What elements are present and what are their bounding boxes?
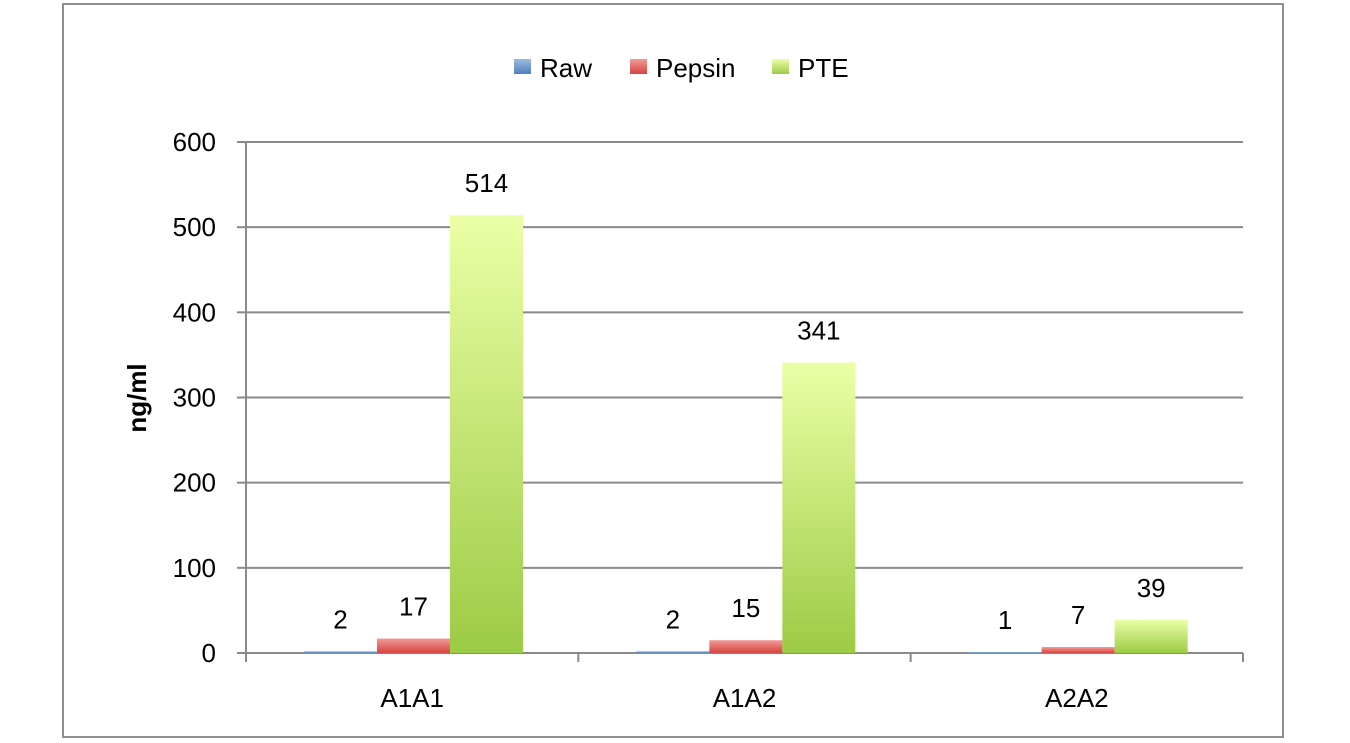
bar-pte-A1A1 — [450, 215, 523, 653]
bar-raw-A2A2 — [968, 652, 1042, 653]
x-tick-label-A1A2: A1A2 — [713, 683, 777, 713]
data-label-pepsin-A2A2: 7 — [1071, 600, 1085, 630]
data-label-pte-A1A2: 341 — [797, 316, 840, 346]
legend-label-pte: PTE — [798, 53, 849, 83]
y-tick-label-100: 100 — [173, 553, 216, 583]
y-tick-label-0: 0 — [202, 638, 216, 668]
bar-pte-A2A2 — [1114, 619, 1188, 653]
legend: Raw Pepsin PTE — [514, 53, 849, 83]
legend-swatch-pte — [772, 59, 789, 74]
bar-pepsin-A1A2 — [709, 640, 783, 653]
y-tick-label-500: 500 — [173, 212, 216, 242]
legend-label-raw: Raw — [540, 53, 592, 83]
bar-pepsin-A1A1 — [377, 638, 450, 653]
bar-pte-A1A2 — [782, 362, 856, 653]
bar-raw-A1A2 — [636, 651, 710, 653]
legend-swatch-pepsin — [630, 59, 647, 74]
bar-pepsin-A2A2 — [1041, 647, 1115, 653]
data-label-pte-A1A1: 514 — [465, 168, 508, 198]
x-tick-label-A2A2: A2A2 — [1045, 683, 1109, 713]
y-axis-title: ng/ml — [122, 363, 152, 432]
bar-raw-A1A1 — [304, 651, 377, 653]
y-tick-label-300: 300 — [173, 383, 216, 413]
data-label-raw-A1A1: 2 — [333, 604, 347, 634]
data-label-raw-A2A2: 1 — [998, 605, 1012, 635]
data-label-pepsin-A1A2: 15 — [731, 593, 760, 623]
legend-label-pepsin: Pepsin — [656, 53, 736, 83]
gridlines — [246, 141, 1243, 569]
data-label-pepsin-A1A1: 17 — [399, 592, 428, 622]
y-tick-label-600: 600 — [173, 127, 216, 157]
y-tick-label-400: 400 — [173, 297, 216, 327]
chart-frame — [62, 3, 1284, 738]
data-label-raw-A1A2: 2 — [666, 604, 680, 634]
bars — [304, 215, 1188, 653]
x-tick-label-A1A1: A1A1 — [380, 683, 444, 713]
legend-swatch-raw — [514, 59, 531, 74]
y-tick-label-200: 200 — [173, 468, 216, 498]
data-label-pte-A2A2: 39 — [1137, 573, 1166, 603]
